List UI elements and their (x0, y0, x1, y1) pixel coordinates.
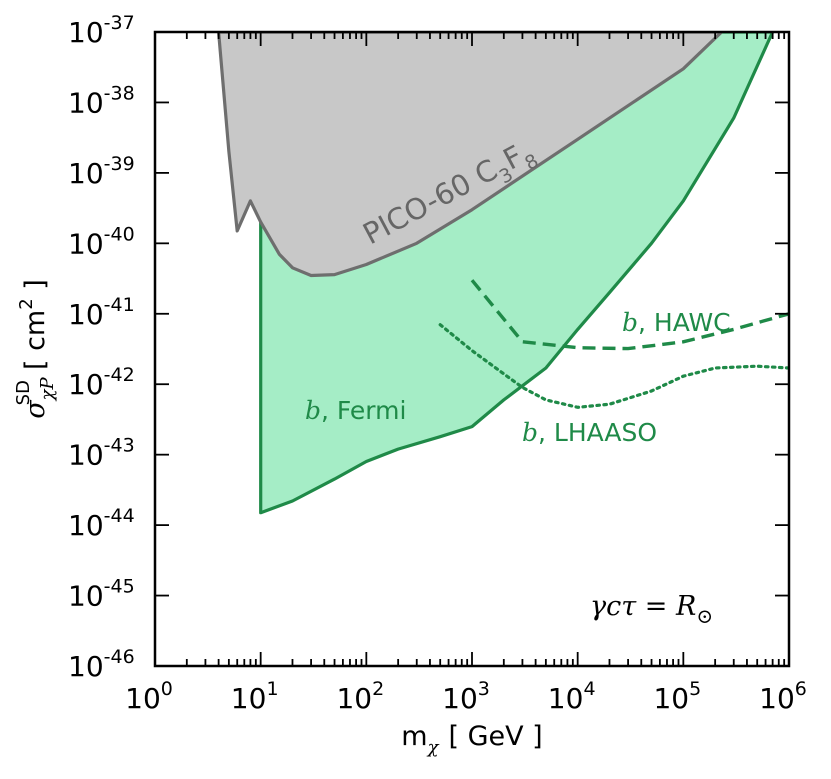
y-tick-label: 10-37 (68, 12, 135, 49)
y-tick-label: 10-46 (68, 646, 135, 683)
x-tick-label: 105 (653, 678, 701, 715)
y-tick-label: 10-41 (68, 294, 135, 331)
lhaaso-label: b, LHAASO (522, 418, 657, 447)
condition-label: γcτ = R⊙ (590, 591, 713, 628)
y-axis-label: σχPSD[ cm2 ] (13, 279, 58, 419)
y-tick-label: 10-42 (68, 364, 135, 401)
lhaaso-limit-line (438, 323, 789, 409)
pico-60-region (217, 32, 724, 278)
y-tick-label: 10-39 (68, 153, 135, 190)
y-tick-label: 10-38 (68, 82, 135, 119)
x-tick-label: 104 (548, 678, 596, 715)
fermi-label: b, Fermi (305, 396, 406, 425)
hawc-label: b, HAWC (622, 308, 731, 337)
x-tick-label: 103 (442, 678, 490, 715)
x-tick-label: 106 (759, 678, 807, 715)
y-tick-label: 10-45 (68, 576, 135, 613)
hawc-limit-line (470, 279, 789, 351)
x-tick-label: 101 (231, 678, 279, 715)
y-tick-label: 10-44 (68, 505, 135, 542)
y-tick-label: 10-43 (68, 435, 135, 472)
x-tick-label: 102 (336, 678, 384, 715)
y-tick-label: 10-40 (68, 223, 135, 260)
x-tick-label: 100 (125, 678, 173, 715)
x-axis-label: mχ[ GeV ] (401, 721, 542, 758)
